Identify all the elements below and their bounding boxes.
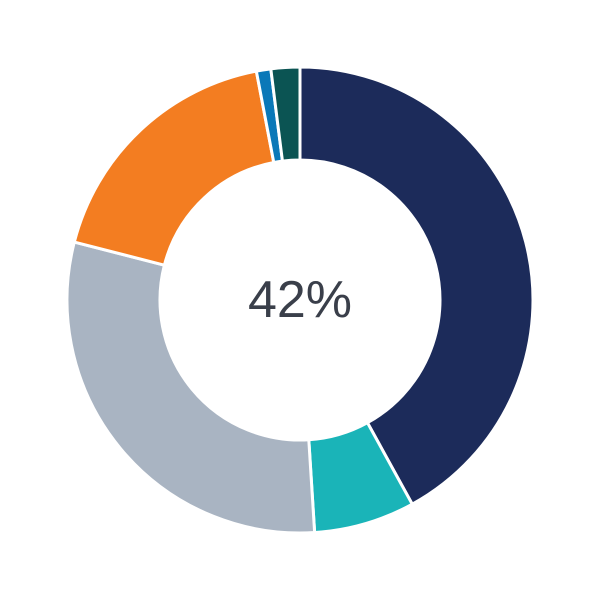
donut-slice-6 [269,65,302,163]
donut-slice-1 [298,65,535,507]
donut-slice-3 [65,240,317,535]
donut-slice-4 [72,69,276,268]
